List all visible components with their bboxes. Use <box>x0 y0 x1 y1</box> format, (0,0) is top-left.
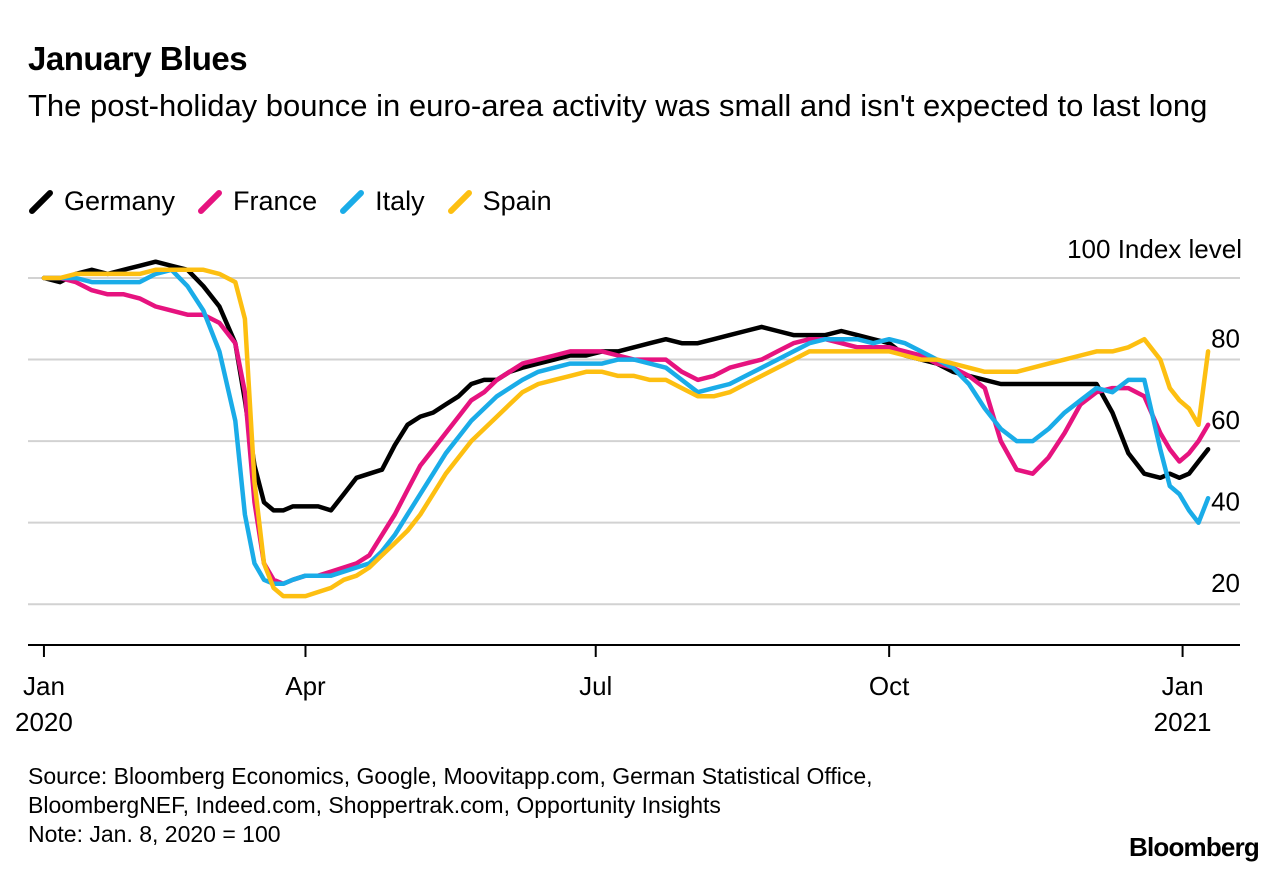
x-tick-label: Jul <box>579 671 612 701</box>
line-chart: 20 40 60 80 Jan 2020 Apr Jul Oct Jan 2021 100 Ind… <box>15 234 1242 737</box>
legend-label-germany: Germany <box>64 186 176 216</box>
x-tick-year-label: 2020 <box>15 707 73 737</box>
source-note: Source: Bloomberg Economics, Google, Moo… <box>28 762 873 849</box>
bloomberg-logo: Bloomberg <box>1128 832 1260 862</box>
legend: Germany France Italy Spain <box>28 186 574 217</box>
x-tick-label: Jan <box>1162 671 1204 701</box>
source-line-2: BloombergNEF, Indeed.com, Shoppertrak.co… <box>28 792 721 818</box>
series-line-italy <box>41 267 1211 587</box>
legend-item-italy: Italy <box>339 186 425 217</box>
legend-swatch-france <box>198 189 223 214</box>
legend-item-france: France <box>197 186 317 217</box>
source-line-1: Source: Bloomberg Economics, Google, Moo… <box>28 763 873 789</box>
legend-swatch-germany <box>29 189 53 214</box>
legend-label-france: France <box>233 186 318 216</box>
y-tick-label: 40 <box>1211 487 1240 517</box>
series-line-france <box>41 275 1211 587</box>
source-line-3: Note: Jan. 8, 2020 = 100 <box>28 821 281 847</box>
chart-subtitle: The post-holiday bounce in euro-area act… <box>28 88 1208 123</box>
legend-label-spain: Spain <box>482 186 552 216</box>
y-tick-label: 60 <box>1211 405 1240 435</box>
series-lines <box>41 259 1211 599</box>
legend-swatch-italy <box>340 189 365 214</box>
chart-title: January Blues <box>28 40 248 77</box>
legend-label-italy: Italy <box>375 186 425 216</box>
legend-item-germany: Germany <box>28 186 175 217</box>
y-tick-label: 20 <box>1211 568 1240 598</box>
x-tick-label: Jan <box>23 671 65 701</box>
series-line-spain <box>41 267 1211 599</box>
gridlines: 20 40 60 80 <box>28 277 1240 606</box>
x-tick-year-label: 2021 <box>1154 707 1212 737</box>
x-tick-label: Apr <box>285 671 326 701</box>
legend-item-spain: Spain <box>447 186 552 217</box>
legend-swatch-spain <box>447 189 472 214</box>
y-axis-top-label: 100 Index level <box>1067 234 1242 264</box>
x-tick-label: Oct <box>869 671 910 701</box>
x-axis: Jan 2020 Apr Jul Oct Jan 2021 <box>15 644 1240 737</box>
y-tick-label: 80 <box>1211 324 1240 354</box>
